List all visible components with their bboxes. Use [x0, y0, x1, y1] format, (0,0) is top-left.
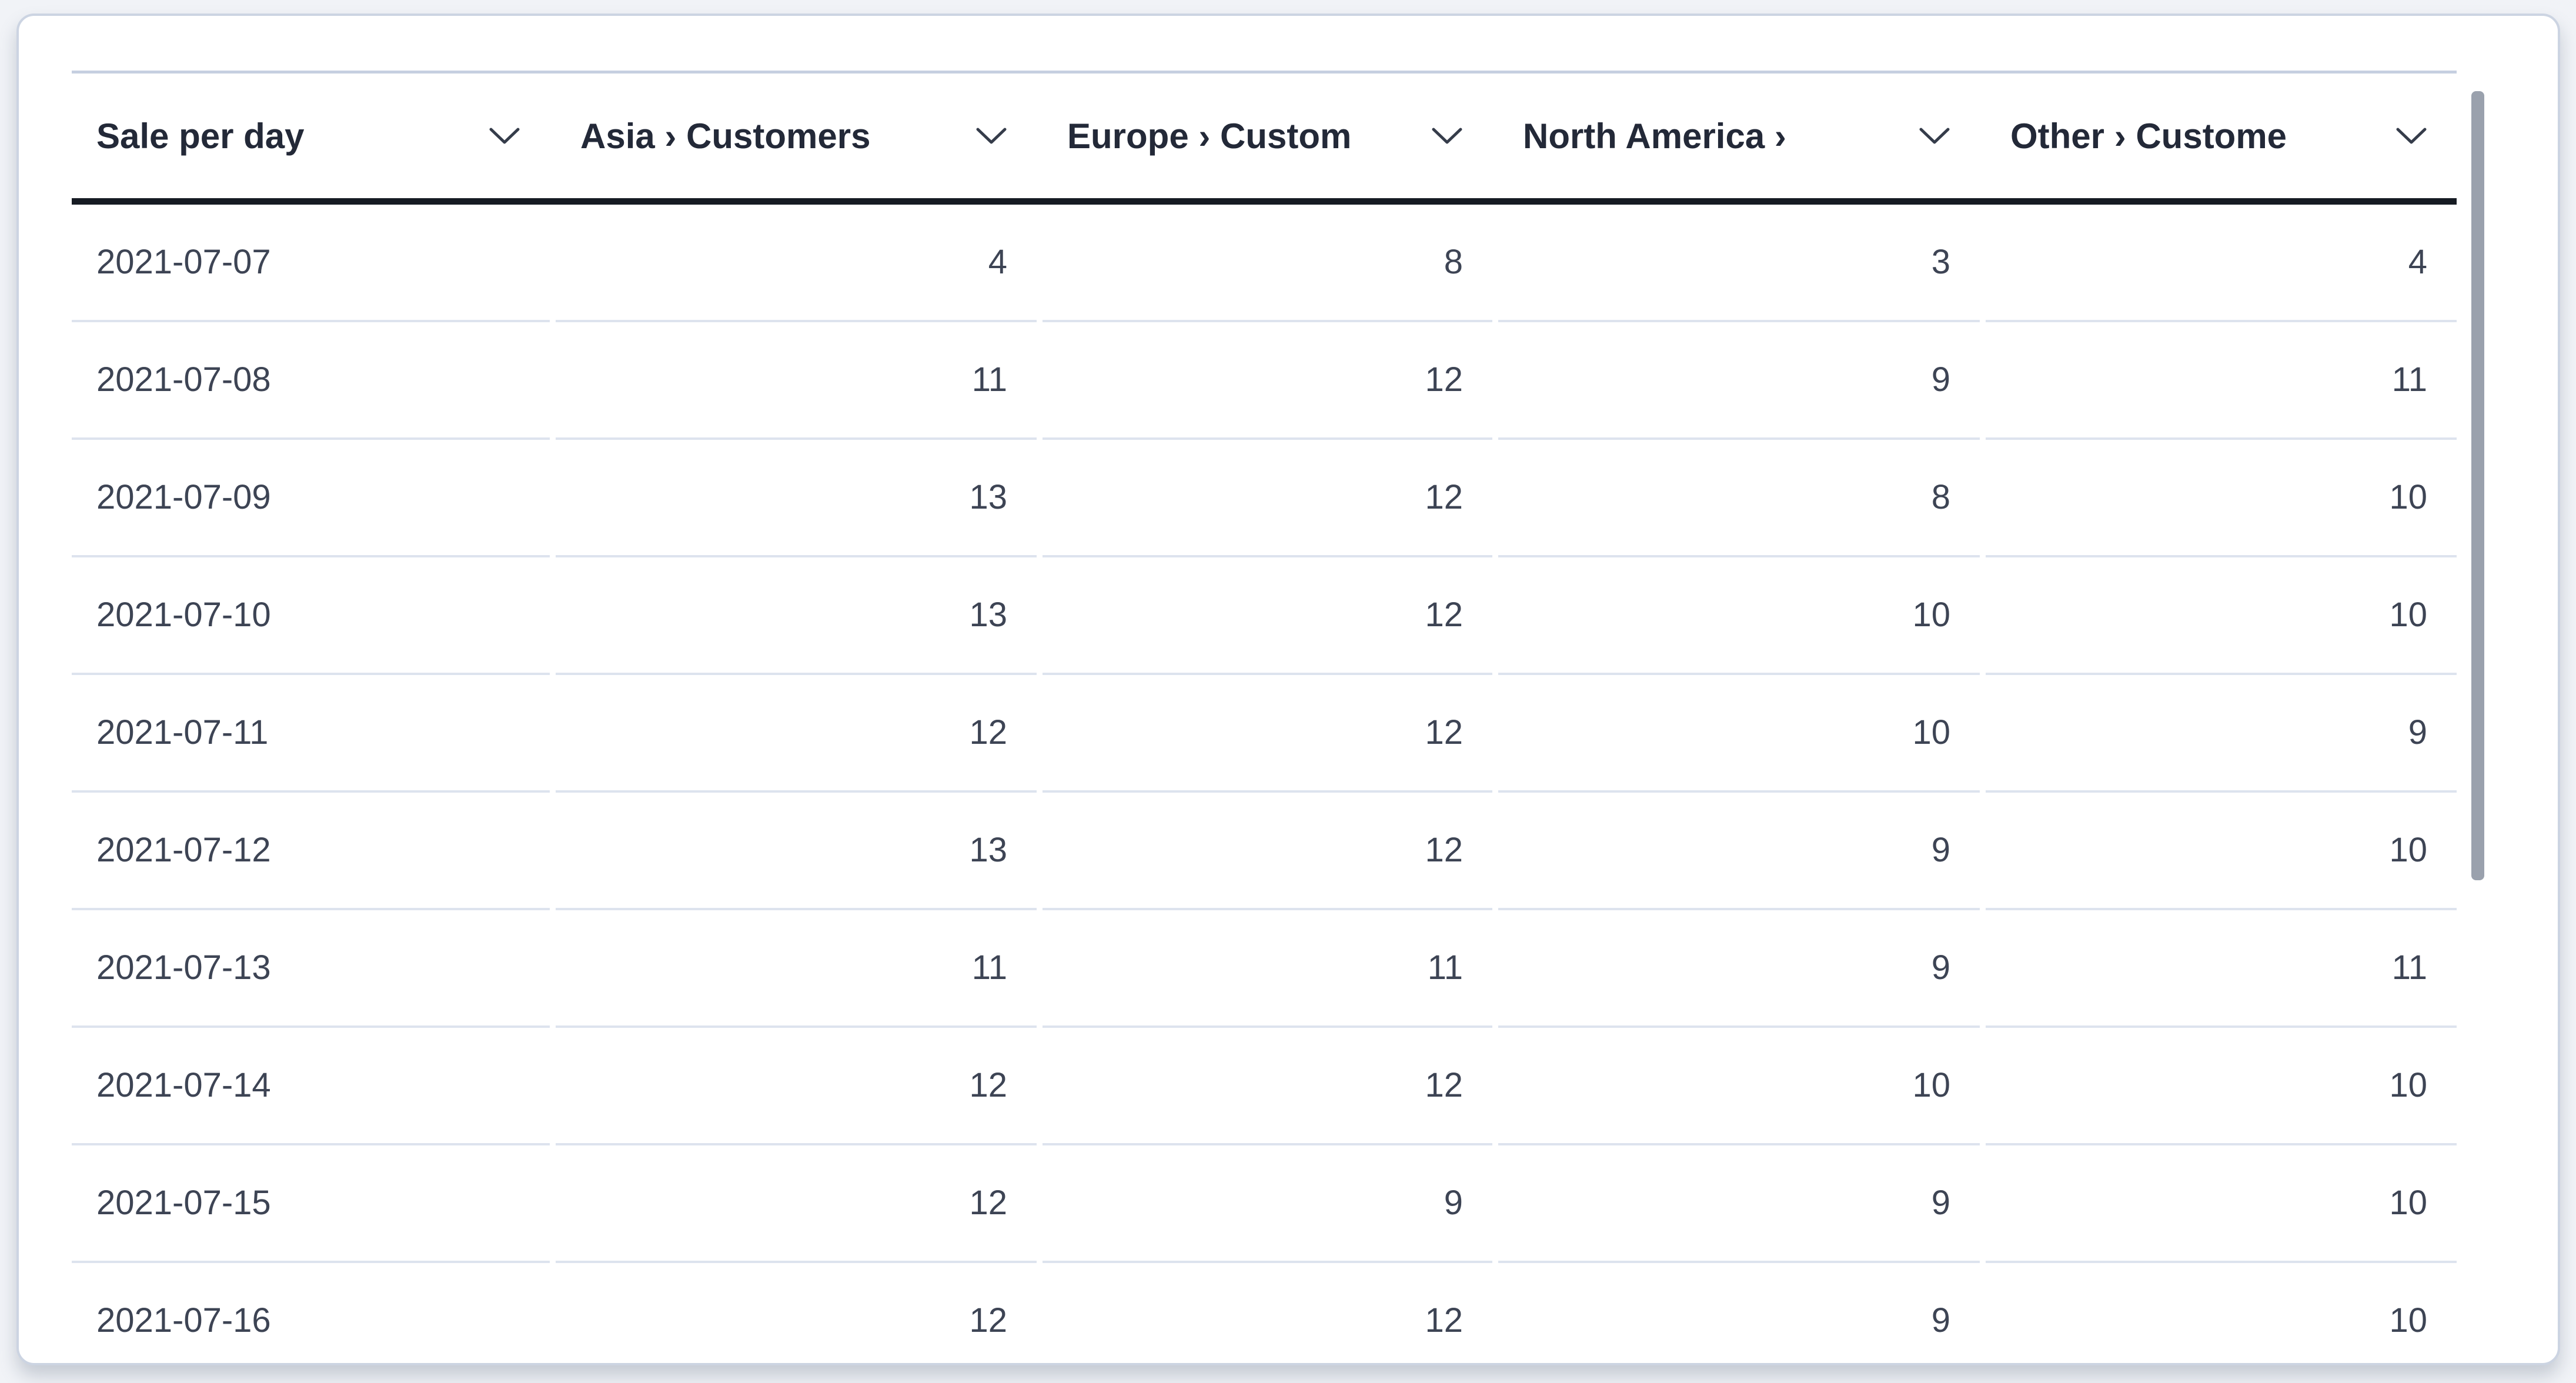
value-cell[interactable]: 11: [1986, 322, 2457, 440]
table-row: 2021-07-11 12 12 10 9: [72, 675, 2457, 793]
value-cell[interactable]: 13: [556, 793, 1037, 910]
value-cell[interactable]: 9: [1498, 910, 1980, 1028]
column-header-europe-customers[interactable]: Europe › Custom: [1043, 116, 1492, 156]
value-cell[interactable]: 12: [1043, 440, 1492, 557]
date-cell[interactable]: 2021-07-16: [72, 1263, 550, 1363]
value-cell[interactable]: 11: [556, 322, 1037, 440]
value-cell[interactable]: 9: [1043, 1145, 1492, 1263]
value-cell[interactable]: 10: [1498, 1028, 1980, 1145]
value-cell[interactable]: 12: [556, 1145, 1037, 1263]
value-cell[interactable]: 12: [556, 1028, 1037, 1145]
value-cell[interactable]: 12: [1043, 793, 1492, 910]
value-cell[interactable]: 11: [1986, 910, 2457, 1028]
value-cell[interactable]: 12: [1043, 1263, 1492, 1363]
date-cell[interactable]: 2021-07-11: [72, 675, 550, 793]
date-cell[interactable]: 2021-07-12: [72, 793, 550, 910]
value-cell[interactable]: 12: [1043, 322, 1492, 440]
table-row: 2021-07-10 13 12 10 10: [72, 557, 2457, 675]
vertical-scrollbar-thumb[interactable]: [2471, 91, 2484, 880]
table-card: Sale per day Asia › Customers Europe › C…: [16, 14, 2560, 1365]
column-header-asia-customers[interactable]: Asia › Customers: [556, 116, 1037, 156]
table-row: 2021-07-08 11 12 9 11: [72, 322, 2457, 440]
value-cell[interactable]: 3: [1498, 205, 1980, 322]
column-header-label: North America ›: [1523, 116, 1786, 156]
table-row: 2021-07-14 12 12 10 10: [72, 1028, 2457, 1145]
value-cell[interactable]: 8: [1498, 440, 1980, 557]
value-cell[interactable]: 11: [556, 910, 1037, 1028]
date-cell[interactable]: 2021-07-10: [72, 557, 550, 675]
date-cell[interactable]: 2021-07-15: [72, 1145, 550, 1263]
value-cell[interactable]: 12: [1043, 557, 1492, 675]
value-cell[interactable]: 10: [1986, 440, 2457, 557]
value-cell[interactable]: 9: [1498, 1263, 1980, 1363]
value-cell[interactable]: 4: [1986, 205, 2457, 322]
table-row: 2021-07-16 12 12 9 10: [72, 1263, 2457, 1363]
value-cell[interactable]: 10: [1986, 1145, 2457, 1263]
chevron-down-icon[interactable]: [1431, 126, 1463, 145]
value-cell[interactable]: 10: [1498, 675, 1980, 793]
value-cell[interactable]: 10: [1498, 557, 1980, 675]
value-cell[interactable]: 11: [1043, 910, 1492, 1028]
chevron-down-icon[interactable]: [2395, 126, 2427, 145]
date-cell[interactable]: 2021-07-08: [72, 322, 550, 440]
date-cell[interactable]: 2021-07-13: [72, 910, 550, 1028]
chevron-down-icon[interactable]: [975, 126, 1007, 145]
table-row: 2021-07-12 13 12 9 10: [72, 793, 2457, 910]
column-header-sale-per-day[interactable]: Sale per day: [72, 116, 550, 156]
column-header-north-america-customers[interactable]: North America ›: [1498, 116, 1980, 156]
sale-per-day-table: Sale per day Asia › Customers Europe › C…: [72, 71, 2457, 1363]
value-cell[interactable]: 10: [1986, 1028, 2457, 1145]
date-cell[interactable]: 2021-07-09: [72, 440, 550, 557]
column-header-label: Asia › Customers: [580, 116, 871, 156]
value-cell[interactable]: 10: [1986, 557, 2457, 675]
chevron-down-icon[interactable]: [1919, 126, 1950, 145]
value-cell[interactable]: 12: [556, 1263, 1037, 1363]
column-header-label: Sale per day: [96, 116, 305, 156]
table-row: 2021-07-09 13 12 8 10: [72, 440, 2457, 557]
value-cell[interactable]: 12: [1043, 1028, 1492, 1145]
value-cell[interactable]: 9: [1986, 675, 2457, 793]
value-cell[interactable]: 13: [556, 557, 1037, 675]
value-cell[interactable]: 4: [556, 205, 1037, 322]
value-cell[interactable]: 9: [1498, 1145, 1980, 1263]
table-row: 2021-07-15 12 9 9 10: [72, 1145, 2457, 1263]
table-row: 2021-07-07 4 8 3 4: [72, 205, 2457, 322]
value-cell[interactable]: 10: [1986, 793, 2457, 910]
column-header-label: Other › Custome: [2010, 116, 2287, 156]
value-cell[interactable]: 12: [1043, 675, 1492, 793]
column-header-other-customers[interactable]: Other › Custome: [1986, 116, 2457, 156]
date-cell[interactable]: 2021-07-14: [72, 1028, 550, 1145]
value-cell[interactable]: 9: [1498, 322, 1980, 440]
value-cell[interactable]: 12: [556, 675, 1037, 793]
date-cell[interactable]: 2021-07-07: [72, 205, 550, 322]
value-cell[interactable]: 8: [1043, 205, 1492, 322]
table-header-row: Sale per day Asia › Customers Europe › C…: [72, 71, 2457, 205]
column-header-label: Europe › Custom: [1067, 116, 1352, 156]
table-row: 2021-07-13 11 11 9 11: [72, 910, 2457, 1028]
value-cell[interactable]: 9: [1498, 793, 1980, 910]
chevron-down-icon[interactable]: [489, 126, 520, 145]
value-cell[interactable]: 13: [556, 440, 1037, 557]
value-cell[interactable]: 10: [1986, 1263, 2457, 1363]
